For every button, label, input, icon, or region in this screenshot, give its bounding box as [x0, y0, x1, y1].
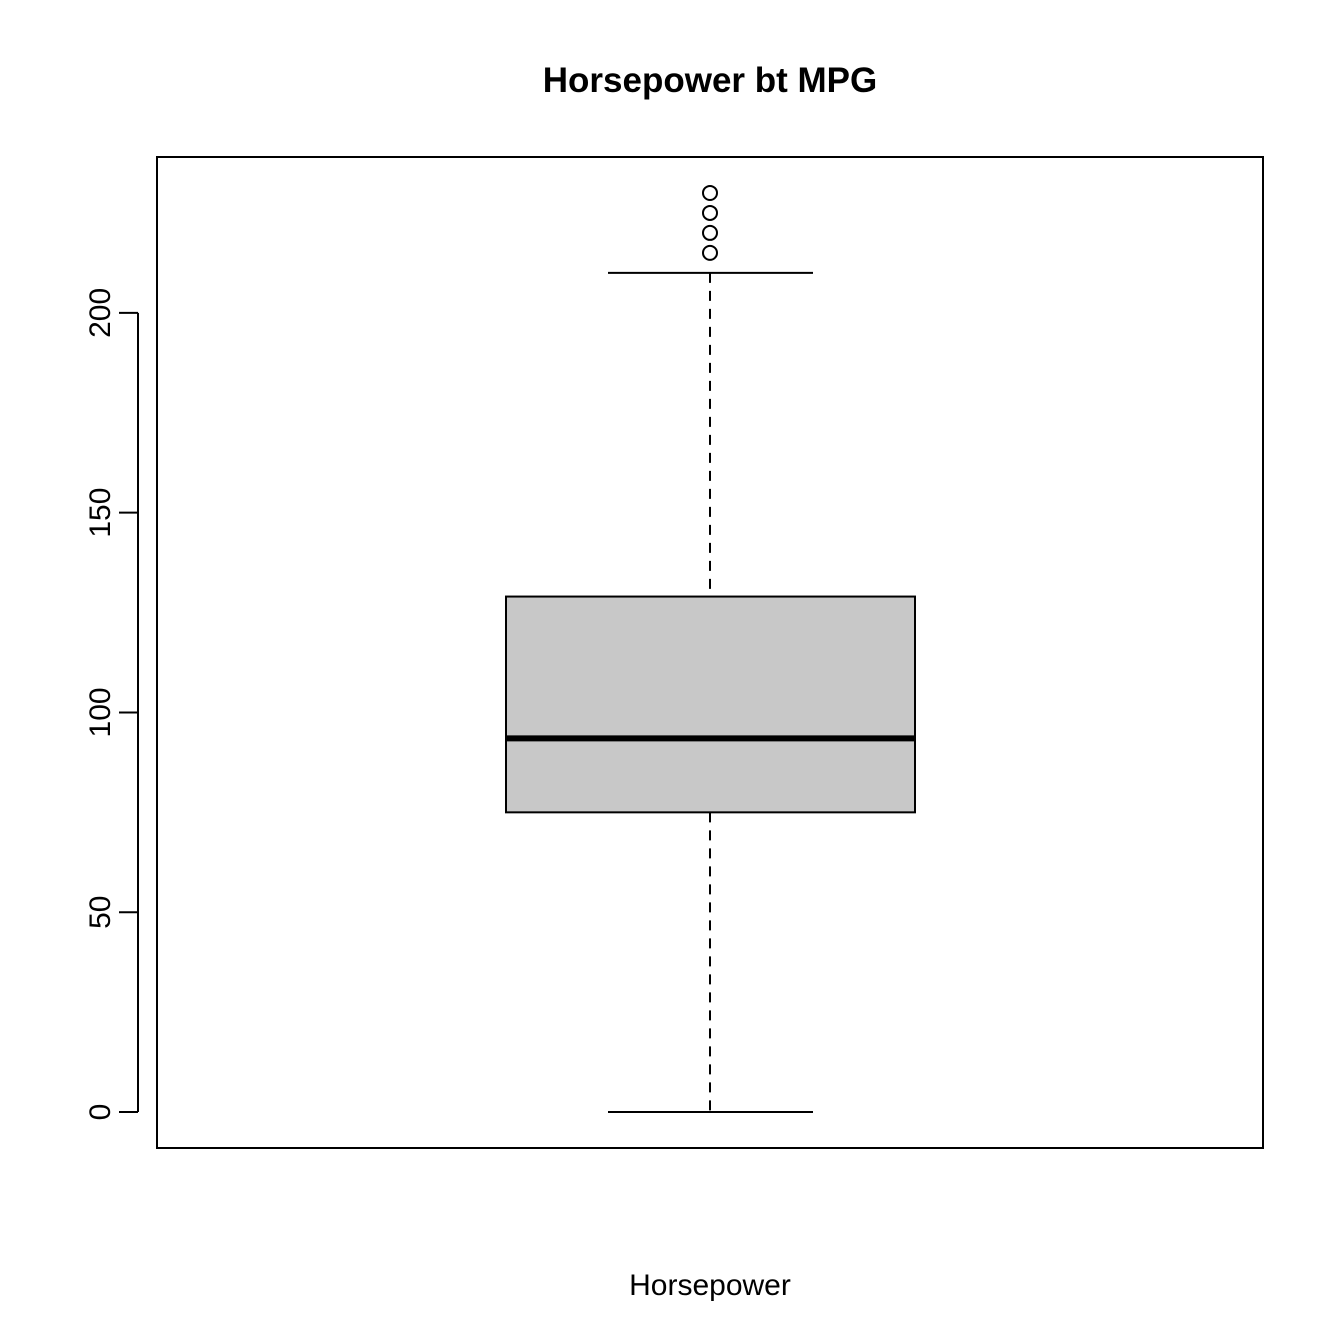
outlier-point — [702, 224, 718, 241]
boxplot — [505, 184, 916, 1114]
outlier-point — [702, 184, 718, 201]
y-tick-label: 100 — [84, 687, 117, 737]
plot-frame — [156, 156, 1264, 1149]
x-axis-label: Horsepower — [629, 1269, 791, 1302]
y-tick-label: 200 — [84, 288, 117, 338]
y-tick-label: 50 — [84, 896, 117, 929]
y-tick-label: 150 — [84, 488, 117, 538]
y-axis: 0 50 100 150 200 — [84, 288, 139, 1121]
chart-title: Horsepower bt MPG — [543, 61, 877, 100]
y-tick-label: 0 — [84, 1104, 117, 1121]
outlier-point — [702, 244, 718, 261]
iqr-box — [505, 595, 916, 814]
outlier-point — [702, 204, 718, 221]
